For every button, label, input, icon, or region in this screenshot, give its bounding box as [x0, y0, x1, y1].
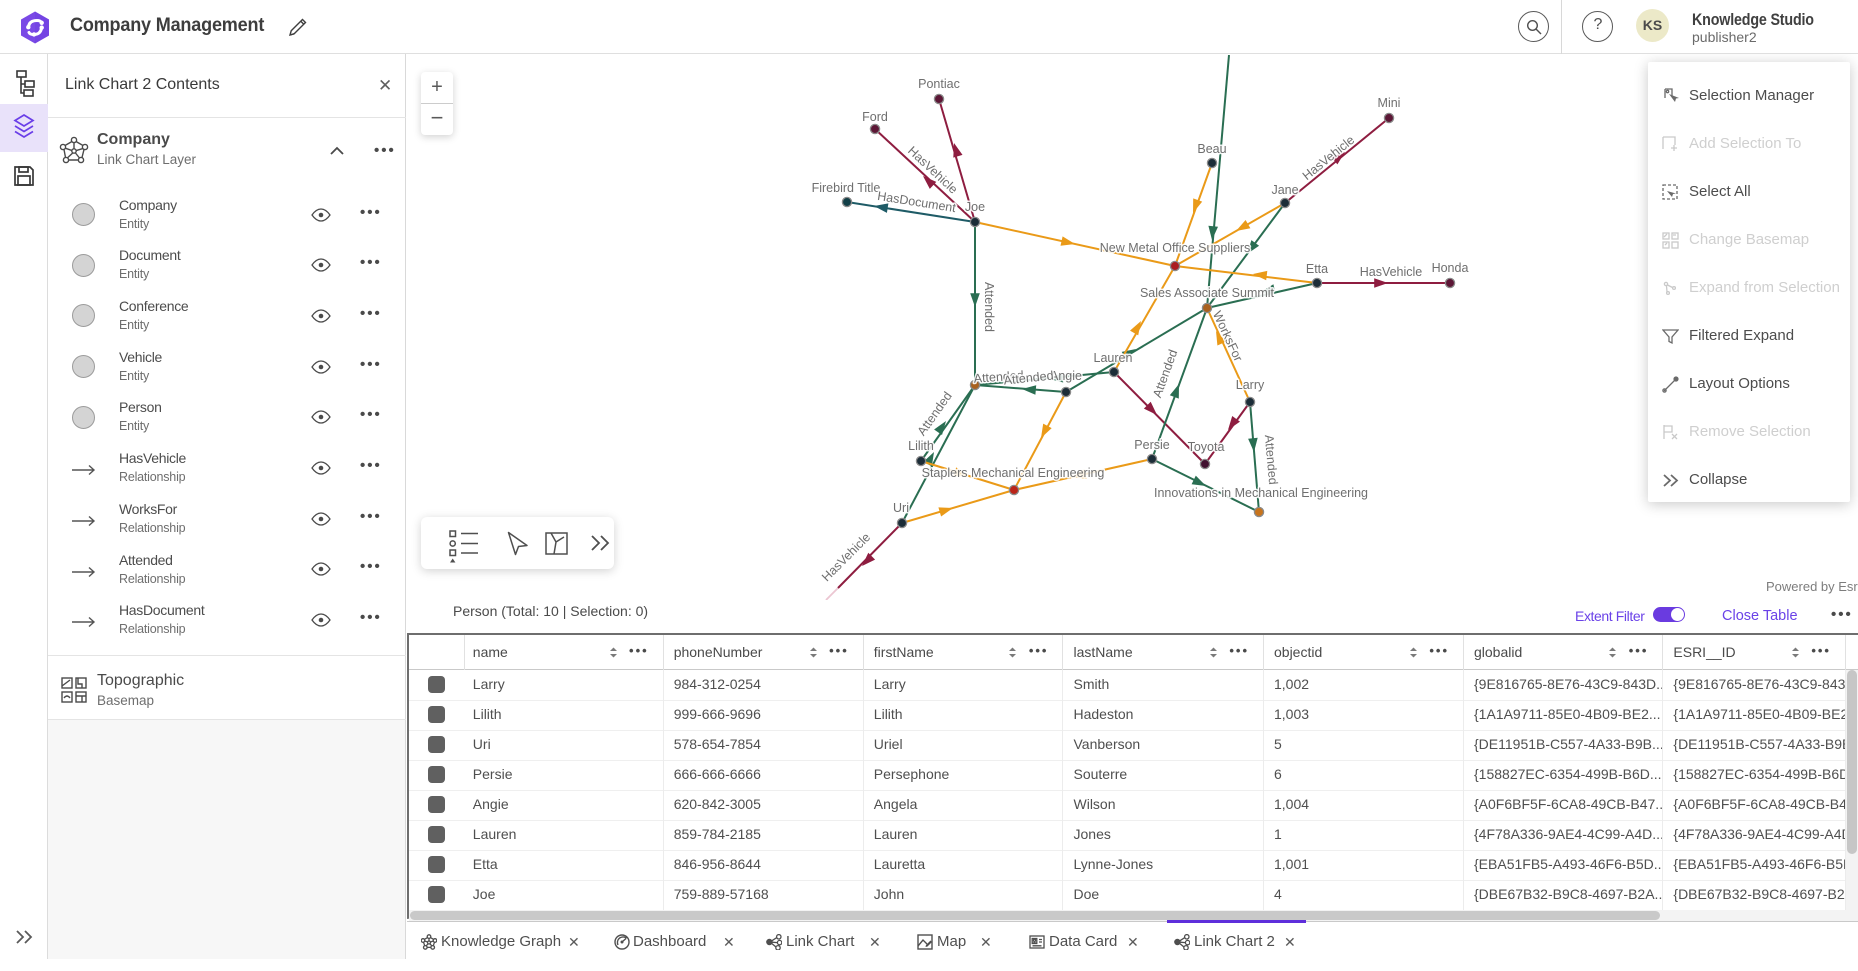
svg-text:Attended: Attended	[973, 368, 1024, 385]
svg-text:Attended: Attended	[973, 368, 1024, 385]
svg-text:Lilith: Lilith	[908, 439, 934, 453]
svg-text:Ford: Ford	[862, 110, 888, 124]
svg-text:Etta: Etta	[1306, 262, 1328, 276]
svg-text:New Metal Office Suppliers: New Metal Office Suppliers	[1100, 241, 1251, 255]
svg-text:Jane: Jane	[1271, 183, 1298, 197]
svg-text:New Metal Office Suppliers: New Metal Office Suppliers	[1100, 241, 1251, 255]
svg-text:Larry: Larry	[1236, 378, 1265, 392]
svg-text:Toyota: Toyota	[1188, 440, 1225, 454]
svg-text:Honda: Honda	[1432, 261, 1469, 275]
svg-text:Lilith: Lilith	[908, 439, 934, 453]
svg-text:Sales Associate Summit: Sales Associate Summit	[1140, 286, 1275, 300]
svg-text:Firebird Title: Firebird Title	[812, 181, 881, 195]
svg-text:Mini: Mini	[1378, 96, 1401, 110]
svg-text:Angie: Angie	[1050, 369, 1082, 383]
svg-text:Ford: Ford	[862, 110, 888, 124]
svg-text:Larry: Larry	[1236, 378, 1265, 392]
svg-text:Pontiac: Pontiac	[918, 77, 960, 91]
svg-text:HasDocument: HasDocument	[876, 189, 957, 215]
svg-text:HasVehicle: HasVehicle	[1360, 265, 1423, 279]
svg-text:Etta: Etta	[1306, 262, 1328, 276]
svg-text:Toyota: Toyota	[1188, 440, 1225, 454]
svg-text:Sales Associate Summit: Sales Associate Summit	[1140, 286, 1275, 300]
svg-text:Attended: Attended	[915, 389, 955, 438]
svg-text:HasVehicle: HasVehicle	[1300, 133, 1357, 183]
svg-text:Attended: Attended	[982, 282, 996, 332]
svg-text:Uri: Uri	[893, 501, 909, 515]
svg-text:Joe: Joe	[965, 200, 985, 214]
svg-text:Attended: Attended	[1003, 368, 1054, 387]
svg-text:Lauren: Lauren	[1094, 351, 1133, 365]
svg-text:HasVehicle: HasVehicle	[1360, 265, 1423, 279]
svg-text:Honda: Honda	[1432, 261, 1469, 275]
svg-text:Persie: Persie	[1134, 438, 1169, 452]
svg-text:Uri: Uri	[893, 501, 909, 515]
svg-text:Mini: Mini	[1378, 96, 1401, 110]
svg-text:Attended: Attended	[982, 282, 996, 332]
svg-text:Attended: Attended	[1262, 434, 1280, 485]
svg-text:Innovations in Mechanical Engi: Innovations in Mechanical Engineering	[1154, 486, 1368, 500]
svg-text:HasVehicle: HasVehicle	[905, 144, 960, 197]
svg-text:HasVehicle: HasVehicle	[819, 530, 873, 584]
svg-text:Innovations in Mechanical Engi: Innovations in Mechanical Engineering	[1154, 486, 1368, 500]
svg-text:Pontiac: Pontiac	[918, 77, 960, 91]
svg-text:Persie: Persie	[1134, 438, 1169, 452]
svg-text:Lauren: Lauren	[1094, 351, 1133, 365]
svg-text:Angie: Angie	[1050, 369, 1082, 383]
svg-text:Staplers Mechanical Engineerin: Staplers Mechanical Engineering	[922, 466, 1105, 480]
svg-text:Joe: Joe	[965, 200, 985, 214]
svg-text:Attended: Attended	[1262, 434, 1280, 485]
svg-text:Jane: Jane	[1271, 183, 1298, 197]
svg-text:Beau: Beau	[1197, 142, 1226, 156]
svg-text:Attended: Attended	[1003, 368, 1054, 387]
svg-text:Beau: Beau	[1197, 142, 1226, 156]
svg-text:Staplers Mechanical Engineerin: Staplers Mechanical Engineering	[922, 466, 1105, 480]
svg-text:Firebird Title: Firebird Title	[812, 181, 881, 195]
